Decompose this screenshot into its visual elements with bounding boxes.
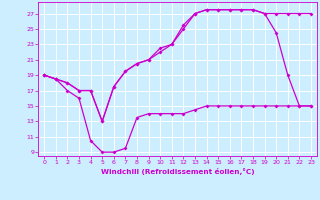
X-axis label: Windchill (Refroidissement éolien,°C): Windchill (Refroidissement éolien,°C) <box>101 168 254 175</box>
